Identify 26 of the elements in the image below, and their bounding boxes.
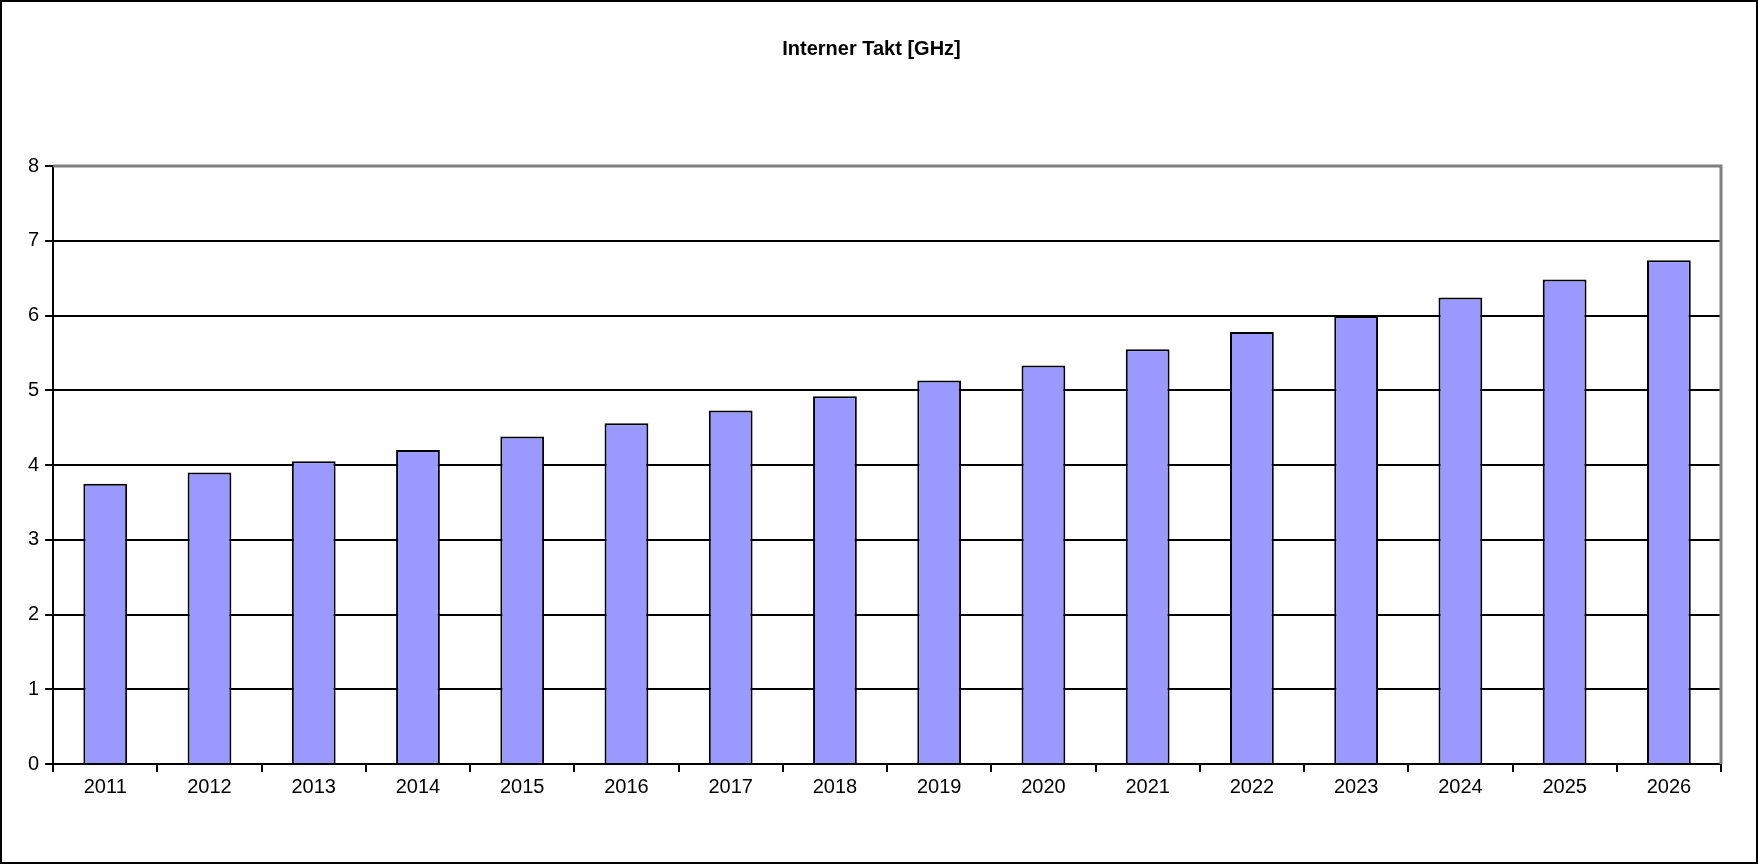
x-tick-label: 2025 [1542, 774, 1587, 797]
y-tick-label: 6 [28, 303, 40, 326]
x-tick-label: 2023 [1333, 774, 1379, 797]
y-tick-label: 3 [28, 527, 40, 550]
x-tick-label: 2024 [1438, 774, 1483, 797]
x-tick-label: 2016 [604, 774, 649, 797]
x-tick-label: 2018 [812, 774, 858, 797]
x-tick-label: 2014 [395, 774, 441, 797]
x-tick-label: 2013 [291, 774, 336, 797]
y-tick-label: 4 [28, 452, 40, 475]
x-tick-label: 2022 [1229, 774, 1275, 797]
chart-title: Interner Takt [GHz] [782, 36, 961, 59]
y-tick-label: 1 [28, 676, 40, 699]
x-tick-label: 2026 [1646, 774, 1692, 797]
y-tick-label: 7 [28, 228, 40, 251]
x-tick-label: 2019 [916, 774, 962, 797]
y-tick-label: 2 [28, 602, 40, 625]
y-tick-label: 8 [28, 153, 40, 176]
x-tick-label: 2011 [83, 774, 127, 797]
y-tick-label: 5 [28, 377, 40, 400]
x-tick-label: 2015 [499, 774, 545, 797]
x-tick-label: 2012 [187, 774, 232, 797]
x-tick-label: 2017 [708, 774, 753, 797]
x-tick-label: 2020 [1021, 774, 1066, 797]
x-tick-label: 2021 [1125, 774, 1170, 797]
y-tick-label: 0 [28, 751, 40, 774]
